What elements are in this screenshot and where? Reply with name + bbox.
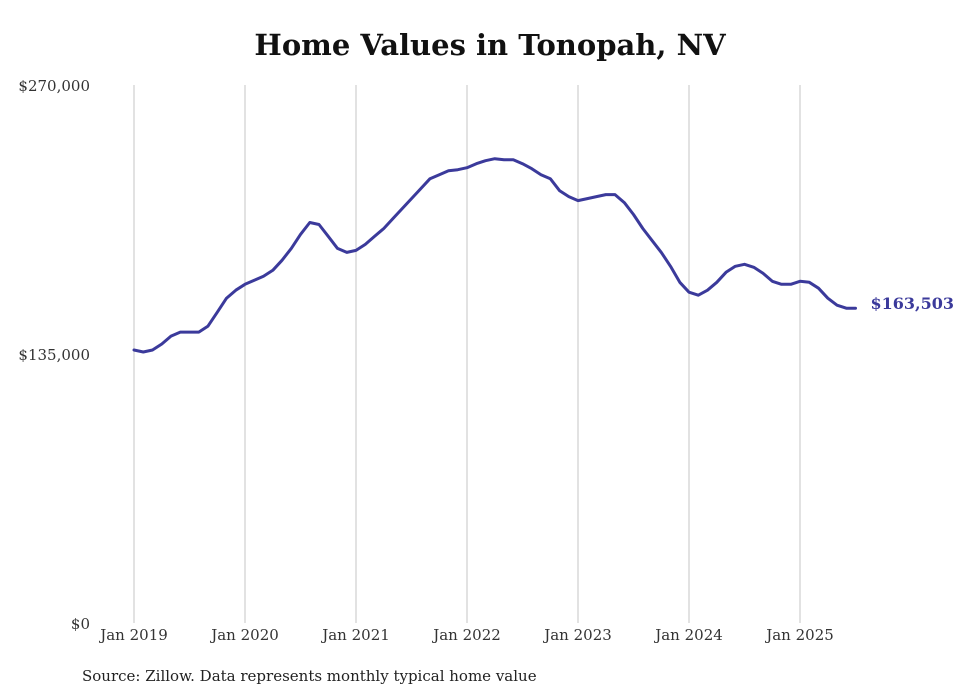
x-tick-label: Jan 2025 (764, 626, 834, 644)
x-tick-label: Jan 2020 (209, 626, 279, 644)
x-tick-label: Jan 2024 (653, 626, 723, 644)
y-tick-label: $135,000 (18, 346, 90, 364)
x-tick-label: Jan 2022 (431, 626, 501, 644)
last-value-label: $163,503 (871, 294, 955, 313)
x-tick-label: Jan 2023 (542, 626, 612, 644)
x-tick-label: Jan 2019 (98, 626, 168, 644)
source-note: Source: Zillow. Data represents monthly … (82, 667, 537, 685)
y-tick-label: $270,000 (18, 77, 90, 95)
y-tick-label: $0 (71, 615, 90, 633)
chart-title: Home Values in Tonopah, NV (254, 28, 726, 62)
x-tick-label: Jan 2021 (320, 626, 390, 644)
series-line (132, 157, 857, 354)
